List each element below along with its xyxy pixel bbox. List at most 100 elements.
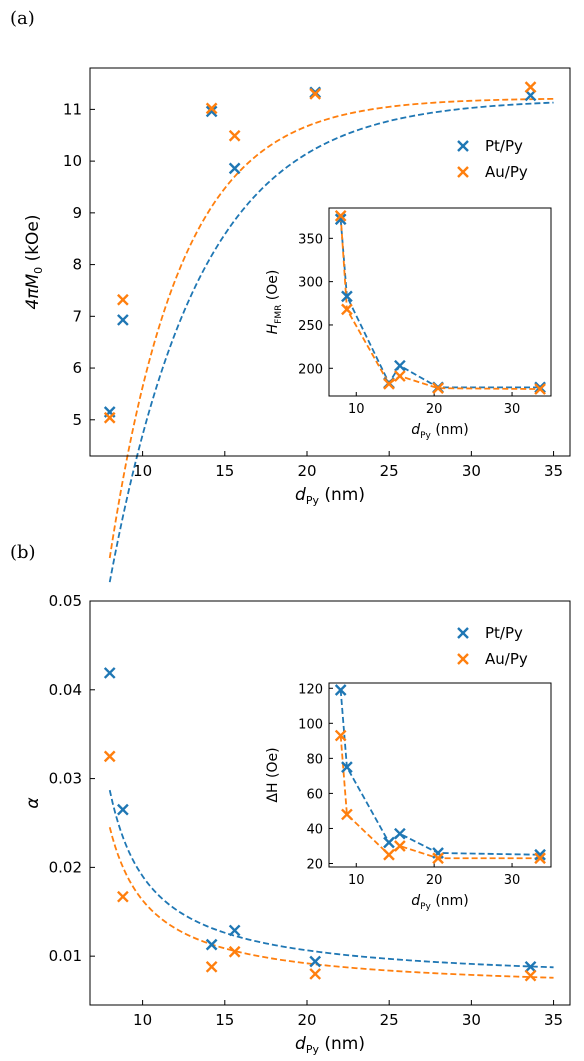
- data-point-pt-py: [394, 827, 406, 840]
- x-axis-label: dPy (nm): [295, 485, 365, 507]
- y-tick-label: 0.03: [49, 770, 82, 788]
- fit-curve-au-py: [108, 97, 554, 559]
- data-point-pt-py: [117, 803, 129, 816]
- marker-stroke: [228, 945, 241, 958]
- x-tick-label: 20: [297, 1011, 316, 1029]
- y-axis-label-var: 4πM: [23, 273, 43, 309]
- inset-background: [329, 208, 551, 396]
- plot-frame: [328, 682, 552, 868]
- legend-marker-au-py: [457, 653, 469, 665]
- data-point-pt-py: [534, 381, 546, 394]
- marker-stroke: [334, 684, 347, 696]
- data-point-au-py: [534, 383, 546, 395]
- legend: Pt/Py Au/Py: [457, 137, 528, 181]
- marker-stroke: [524, 960, 537, 973]
- data-point-pt-py: [524, 960, 537, 973]
- marker-stroke: [457, 140, 469, 152]
- x-tick-label: 30: [504, 873, 521, 888]
- x-axis-label-unit: (nm): [319, 1034, 365, 1054]
- y-tick-label: 200: [298, 362, 323, 377]
- x-axis-label: dPy (nm): [295, 1034, 365, 1056]
- marker-stroke: [457, 627, 469, 639]
- marker-stroke: [103, 667, 116, 679]
- y-tick-label: 10: [63, 152, 82, 170]
- y-tick-label: 300: [298, 276, 323, 291]
- x-axis-label-sub: Py: [420, 431, 431, 441]
- marker-stroke: [394, 827, 406, 840]
- data-point-au-py: [534, 852, 546, 865]
- marker-stroke: [117, 314, 129, 326]
- legend-label: Pt/Py: [485, 137, 523, 155]
- x-tick-label: 20: [426, 873, 443, 888]
- x-axis-label-sub: Py: [306, 1043, 320, 1056]
- x-tick-label: 10: [133, 1011, 152, 1029]
- data-point-pt-py: [394, 359, 406, 372]
- x-tick-label: 15: [215, 1011, 234, 1029]
- x-tick-label: 10: [348, 402, 365, 417]
- marker-stroke: [341, 303, 353, 316]
- data-point-au-py: [432, 382, 444, 395]
- data-point-pt-py: [228, 924, 241, 937]
- data-point-au-py: [103, 750, 116, 763]
- x-axis-label-var: d: [411, 893, 420, 909]
- marker-stroke: [457, 166, 469, 178]
- y-axis-label-unit: (kOe): [23, 214, 43, 266]
- y-tick-label: 0.01: [49, 947, 82, 965]
- marker-stroke: [334, 213, 347, 226]
- y-tick-label: 80: [306, 752, 323, 767]
- marker-stroke: [432, 382, 444, 395]
- data-point-au-py: [205, 102, 218, 115]
- data-point-pt-py: [383, 836, 395, 849]
- x-axis-label-var: d: [295, 485, 306, 505]
- marker-stroke: [103, 750, 116, 763]
- marker-stroke: [341, 808, 353, 821]
- y-tick-label: 5: [72, 411, 82, 429]
- plot-frame: [89, 600, 571, 1006]
- x-tick-label: 35: [544, 462, 563, 480]
- y-tick-label: 0.04: [49, 681, 82, 699]
- data-point-pt-py: [205, 938, 218, 951]
- y-tick-label: 60: [306, 787, 323, 802]
- plot-frame: [328, 207, 552, 397]
- legend-marker-pt-py: [457, 140, 469, 152]
- data-point-au-py: [309, 968, 322, 980]
- legend-label: Pt/Py: [485, 624, 523, 642]
- x-tick-label: 10: [348, 873, 365, 888]
- data-point-au-py: [117, 890, 129, 903]
- marker-stroke: [205, 102, 218, 115]
- x-axis-label-var: d: [411, 422, 420, 438]
- marker-stroke: [457, 653, 469, 665]
- data-point-pt-py: [117, 314, 129, 326]
- b-inset: 10 20 30 20 40 60 80 100 120 dPy (nm) ΔH (Oe): [265, 682, 552, 912]
- marker-stroke: [383, 848, 395, 861]
- x-tick-label: 25: [380, 1011, 399, 1029]
- legend-marker-au-py: [457, 166, 469, 178]
- data-point-au-py: [228, 945, 241, 958]
- data-point-pt-py: [341, 290, 353, 303]
- y-axis-label-unit: (Oe): [265, 270, 281, 305]
- y-tick-label: 11: [63, 100, 82, 118]
- marker-stroke: [228, 162, 241, 175]
- y-axis-label-var: H: [265, 323, 281, 334]
- marker-stroke: [117, 293, 129, 306]
- data-point-pt-py: [103, 667, 116, 679]
- y-tick-label: 250: [298, 319, 323, 334]
- marker-stroke: [524, 81, 537, 93]
- y-tick-label: 8: [72, 256, 82, 274]
- x-axis-label-var: d: [295, 1034, 306, 1054]
- data-point-au-py: [334, 209, 347, 222]
- marker-stroke: [341, 761, 353, 773]
- y-tick-label: 120: [298, 682, 323, 697]
- inset-background: [329, 683, 551, 867]
- y-tick-label: 40: [306, 822, 323, 837]
- marker-stroke: [117, 890, 129, 903]
- data-point-au-py: [334, 729, 347, 742]
- marker-stroke: [228, 924, 241, 937]
- data-point-pt-py: [534, 848, 546, 861]
- legend-label: Au/Py: [485, 650, 528, 668]
- y-axis-label-unit: (Oe): [265, 747, 281, 782]
- data-point-au-py: [205, 960, 218, 973]
- data-point-au-py: [103, 411, 116, 424]
